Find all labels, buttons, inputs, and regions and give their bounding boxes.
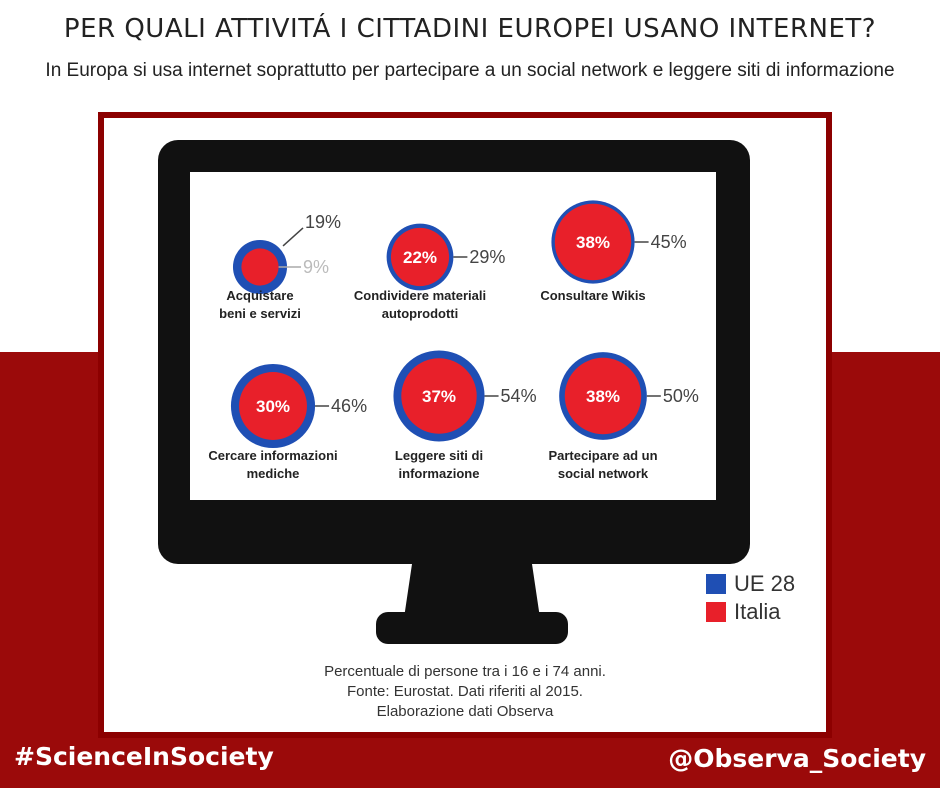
bubble-ue-label: 54% [501, 386, 537, 406]
chart-legend: UE 28 Italia [706, 570, 795, 626]
chart-footnote: Percentuale di persone tra i 16 e i 74 a… [98, 662, 832, 722]
bubble-italia [554, 203, 632, 281]
monitor-neck [404, 564, 540, 618]
category-label: mediche [247, 466, 300, 481]
category-label: autoprodotti [382, 306, 459, 321]
social-handle: @Observa_Society [668, 744, 926, 773]
bubble-ue-label: 50% [663, 386, 699, 406]
legend-item-ue: UE 28 [706, 570, 795, 598]
bubble-italia-label: 9% [303, 257, 329, 277]
bubble-italia-label: 37% [422, 387, 456, 406]
legend-label-italia: Italia [734, 599, 781, 624]
category-label: Condividere materiali [354, 288, 486, 303]
category-label: Acquistare [226, 288, 293, 303]
bubble-ue-label: 29% [469, 247, 505, 267]
bubble-italia-label: 30% [256, 397, 290, 416]
category-label: Consultare Wikis [540, 288, 645, 303]
bubble-ue-label: 46% [331, 396, 367, 416]
category-label: beni e servizi [219, 306, 301, 321]
legend-item-italia: Italia [706, 598, 795, 626]
page-title: PER QUALI ATTIVITÁ I CITTADINI EUROPEI U… [63, 14, 877, 44]
bubble-ue-label: 45% [651, 232, 687, 252]
category-label: Cercare informazioni [208, 448, 337, 463]
bubble-italia-label: 38% [576, 233, 610, 252]
hashtag-text: #ScienceInSociety [14, 742, 274, 771]
bubble-ue-label: 19% [305, 212, 341, 232]
footnote-line-3: Elaborazione dati Observa [376, 703, 554, 720]
monitor-base [376, 612, 568, 644]
bubble-italia-label: 38% [586, 387, 620, 406]
legend-swatch-ue [706, 574, 726, 594]
category-label: informazione [399, 466, 480, 481]
footnote-line-1: Percentuale di persone tra i 16 e i 74 a… [324, 663, 606, 680]
category-label: Leggere siti di [395, 448, 483, 463]
bubble-italia [239, 372, 307, 440]
bubble-italia-label: 22% [403, 248, 437, 267]
bubble-italia [401, 358, 477, 434]
category-label: Partecipare ad un [548, 448, 657, 463]
bubble-italia [390, 227, 450, 287]
bubble-italia [564, 357, 642, 435]
page-subtitle: In Europa si usa internet soprattutto pe… [45, 60, 895, 81]
legend-swatch-italia [706, 602, 726, 622]
bubble-italia [241, 248, 279, 286]
connector-line [282, 227, 304, 247]
legend-label-ue: UE 28 [734, 571, 796, 596]
footnote-line-2: Fonte: Eurostat. Dati riferiti al 2015. [347, 683, 583, 700]
category-label: social network [558, 466, 649, 481]
